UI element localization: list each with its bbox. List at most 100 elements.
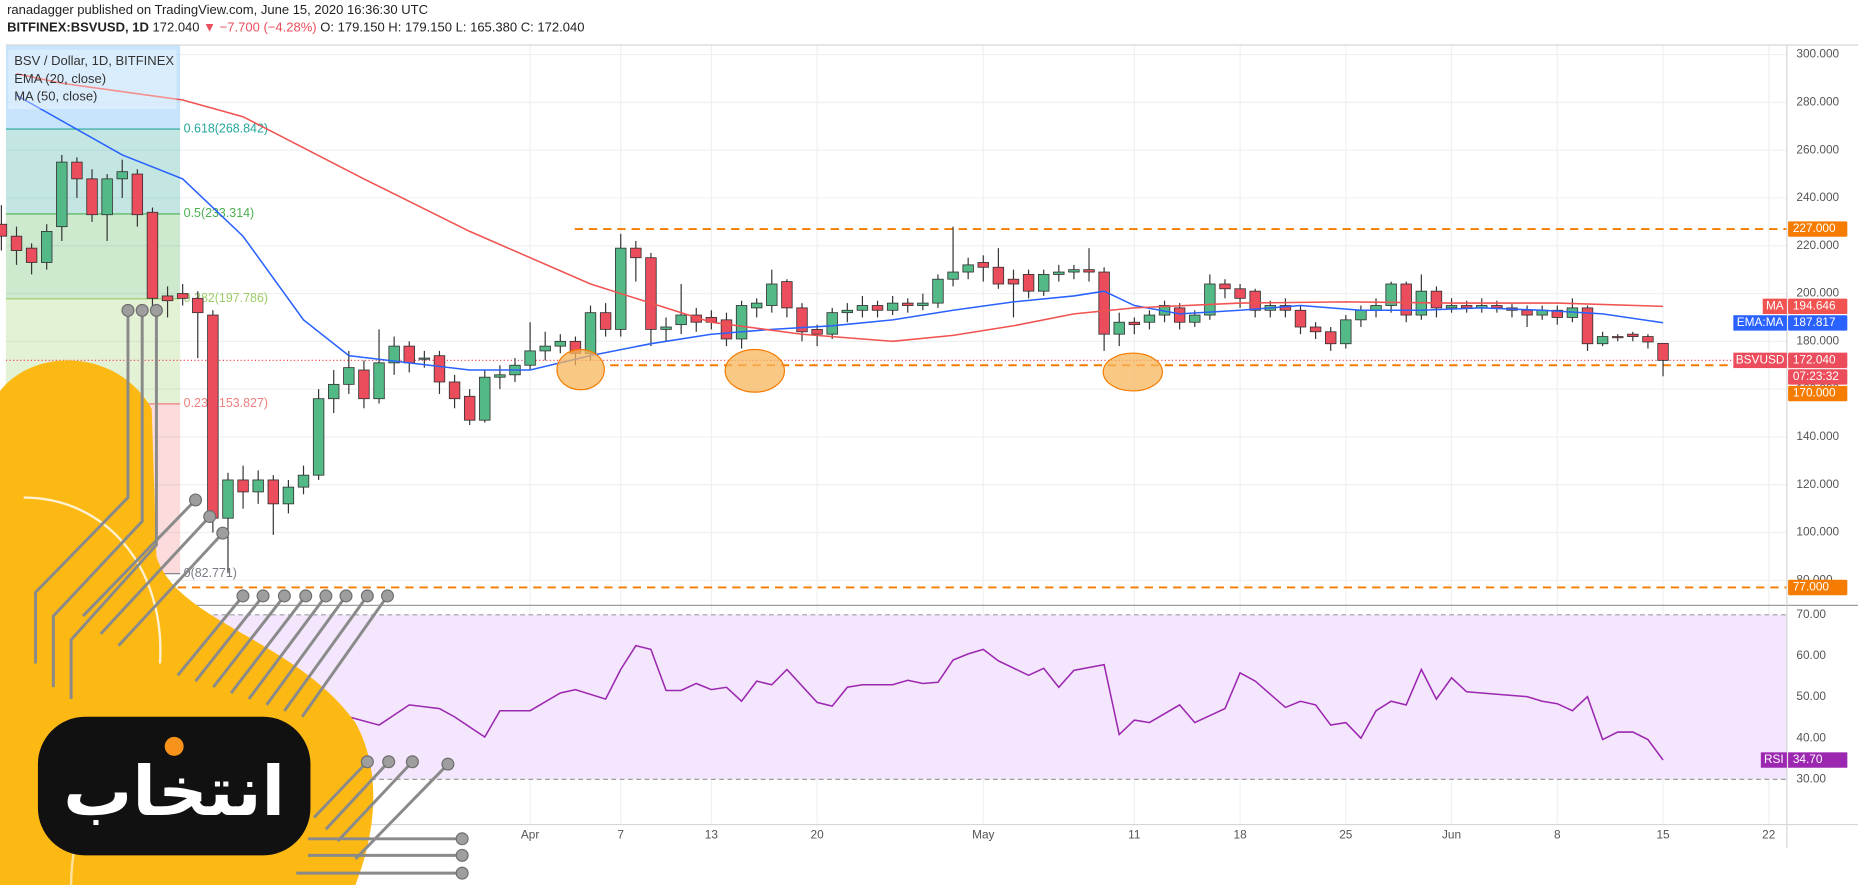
name-badge <box>1733 315 1787 331</box>
candle-body <box>660 326 672 330</box>
candle-body <box>176 293 189 299</box>
candle-body <box>343 367 355 385</box>
legend-symbol: BSV / Dollar, 1D, BITFINEX <box>14 53 174 68</box>
candle-body <box>1445 305 1458 309</box>
x-tick-label: 8 <box>1554 827 1561 841</box>
candle-body <box>1596 336 1609 345</box>
circuit-line <box>324 760 390 831</box>
circuit-line <box>99 515 211 635</box>
rsi-tick-label: 70.00 <box>1796 607 1826 621</box>
highlight <box>556 348 605 391</box>
dot <box>339 589 353 603</box>
candle-body <box>1249 290 1261 311</box>
candle-body <box>917 302 929 306</box>
highlight-ellipses <box>556 348 1164 393</box>
y-tick-label: 220.000 <box>1796 238 1839 252</box>
x-tick-label: 15 <box>1656 827 1670 841</box>
candle-body <box>479 376 491 421</box>
legend-box <box>8 49 177 109</box>
symbol-line: BITFINEX:BSVUSD, 1D 172.040 ▼ −7.700 (−4… <box>7 20 584 35</box>
price-badge-label: 170.000 <box>1793 386 1836 400</box>
candle-body <box>1551 309 1563 318</box>
candle-body <box>826 312 838 335</box>
y-tick-label: 120.000 <box>1796 477 1839 491</box>
candle-body <box>56 161 68 228</box>
indicator-line <box>16 72 1664 343</box>
price-badge <box>1788 369 1848 385</box>
rsi-name-badge <box>1760 752 1787 768</box>
candle-body <box>599 312 612 330</box>
candle-body <box>1521 309 1533 316</box>
candle-body <box>1037 274 1050 292</box>
dot <box>135 303 149 317</box>
candle-body <box>1068 269 1080 273</box>
axes: Apr 7 13 20 May 11 18 25 Jun 8 15 2280.000100.00012… <box>521 47 1840 842</box>
candle-body <box>161 295 174 302</box>
watermark-logo: انتخاب <box>0 303 469 885</box>
dot <box>380 589 394 603</box>
rsi-name-label: RSI <box>1764 752 1784 766</box>
circuit-line <box>117 532 224 647</box>
highlight <box>1102 352 1164 392</box>
price-badge-label: 172.040 <box>1793 352 1836 366</box>
circuit-line <box>81 498 197 618</box>
circuit-line <box>194 595 265 683</box>
candle-body <box>841 309 854 314</box>
candle-body <box>539 345 551 352</box>
candle-body <box>1128 321 1141 326</box>
dot <box>360 755 374 769</box>
publisher: ranadagger published on TradingView.com,… <box>7 2 428 17</box>
rsi-tick-label: 40.00 <box>1796 730 1826 744</box>
candle-body <box>645 257 657 330</box>
legend-ma: MA (50, close) <box>14 89 97 104</box>
circuit-dots <box>121 303 469 880</box>
price-badge-label: 77.000 <box>1793 580 1830 594</box>
x-tick-label: 25 <box>1339 827 1353 841</box>
dot <box>188 493 203 507</box>
candle-body <box>0 223 8 237</box>
candle-body <box>1657 342 1669 361</box>
x-tick-label: Jun <box>1442 827 1461 841</box>
change: ▼ −7.700 (−4.28%) <box>203 20 316 35</box>
circuit-line <box>354 763 449 860</box>
candle-body <box>1400 283 1412 316</box>
candle-body <box>1325 331 1337 345</box>
bitcoin-icon <box>164 736 184 756</box>
y-tick-label: 240.000 <box>1796 190 1839 204</box>
price-badge <box>1788 579 1848 596</box>
rsi-tick-label: 30.00 <box>1796 771 1826 785</box>
y-tick-label: 140.000 <box>1796 429 1839 443</box>
dot <box>455 866 469 880</box>
candle-body <box>962 264 974 273</box>
rsi-tick-label: 50.00 <box>1796 689 1826 703</box>
candle-body <box>630 247 642 259</box>
candle-body <box>1083 269 1095 273</box>
y-tick-label: 100.000 <box>1796 525 1839 539</box>
logo-arc <box>23 496 162 664</box>
circuit-line <box>265 595 348 706</box>
name-badge-label: MA <box>1766 298 1784 312</box>
fib-label: 0.382(197.786) <box>184 291 268 305</box>
x-tick-label: May <box>972 827 994 841</box>
dot <box>299 589 313 603</box>
candle-body <box>1098 271 1110 335</box>
circuit-line <box>283 595 369 712</box>
candle-body <box>1612 336 1624 339</box>
name-badge-label: EMA:MA <box>1737 315 1784 329</box>
dot <box>382 755 396 769</box>
candle-body <box>116 171 128 180</box>
y-tick-label: 280.000 <box>1796 94 1839 108</box>
dot <box>236 589 250 603</box>
candle-body <box>1309 326 1322 333</box>
candle-body <box>1340 319 1352 345</box>
candle-body <box>10 235 23 251</box>
dot <box>256 589 270 603</box>
dot <box>455 848 469 862</box>
candle-body <box>252 479 264 493</box>
dot <box>277 589 291 603</box>
price-badge <box>1788 298 1848 315</box>
candle-body <box>735 305 748 340</box>
dot <box>121 303 135 317</box>
circuit-line <box>247 595 328 700</box>
symbol: BITFINEX:BSVUSD, 1D <box>7 20 149 35</box>
